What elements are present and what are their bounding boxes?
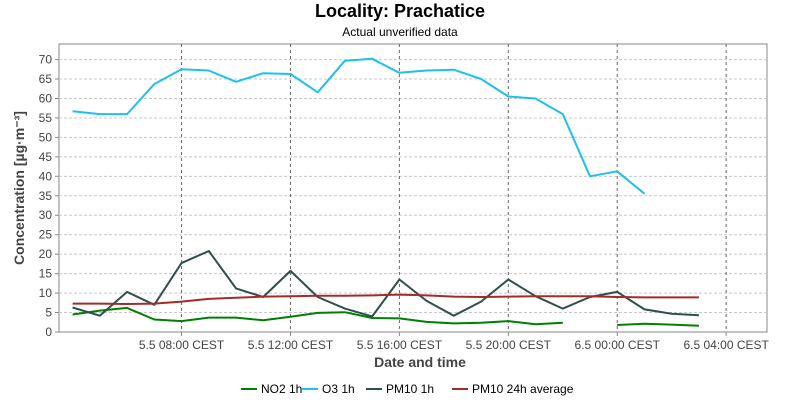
y-tick-label: 35 bbox=[39, 189, 53, 203]
legend-label: PM10 1h bbox=[386, 382, 434, 396]
chart-title: Locality: Prachatice bbox=[315, 1, 485, 21]
legend-item: PM10 1h bbox=[366, 382, 434, 396]
y-tick-label: 45 bbox=[39, 150, 53, 164]
y-tick-label: 50 bbox=[39, 130, 53, 144]
legend-item: PM10 24h average bbox=[452, 382, 574, 396]
plot-area bbox=[58, 43, 768, 333]
y-tick-label: 20 bbox=[39, 247, 53, 261]
x-axis-title: Date and time bbox=[374, 354, 466, 370]
series-o3-1h bbox=[72, 57, 646, 195]
y-tick-label: 60 bbox=[39, 91, 53, 105]
y-tick-label: 25 bbox=[39, 228, 53, 242]
y-tick-label: 0 bbox=[45, 325, 52, 339]
y-tick-label: 55 bbox=[39, 111, 53, 125]
y-tick-label: 10 bbox=[39, 286, 53, 300]
legend-item: NO2 1h bbox=[241, 382, 302, 396]
series-pm10-24h-average bbox=[72, 293, 699, 305]
axes: 0 5 10 15 20 25 30 35 40 45 50 55 60 65 70 5.5 08:00 CE… bbox=[39, 53, 770, 352]
legend-label: NO2 1h bbox=[261, 382, 302, 396]
x-tick-label: 5.5 08:00 CEST bbox=[139, 338, 225, 352]
y-tick-label: 15 bbox=[39, 267, 53, 281]
y-tick-label: 40 bbox=[39, 169, 53, 183]
series-line bbox=[72, 57, 646, 195]
x-tick-label: 6.5 04:00 CEST bbox=[683, 338, 769, 352]
x-tick-label: 5.5 12:00 CEST bbox=[248, 338, 334, 352]
grid bbox=[59, 44, 767, 332]
y-tick-label: 5 bbox=[45, 306, 52, 320]
legend: NO2 1h O3 1h PM10 1h PM10 24h average bbox=[241, 382, 574, 396]
series-line bbox=[72, 306, 699, 327]
x-tick-label: 6.5 00:00 CEST bbox=[575, 338, 661, 352]
y-tick-label: 65 bbox=[39, 72, 53, 86]
legend-label: O3 1h bbox=[322, 382, 355, 396]
x-tick-label: 5.5 16:00 CEST bbox=[357, 338, 443, 352]
chart-subtitle: Actual unverified data bbox=[342, 25, 458, 39]
legend-item: O3 1h bbox=[302, 382, 355, 396]
y-axis-title: Concentration [µg·m⁻³] bbox=[11, 111, 27, 265]
series-no2-1h bbox=[72, 306, 699, 327]
series-group bbox=[72, 57, 699, 327]
legend-label: PM10 24h average bbox=[472, 382, 574, 396]
x-tick-label: 5.5 20:00 CEST bbox=[466, 338, 552, 352]
y-tick-label: 70 bbox=[39, 53, 53, 67]
series-line bbox=[72, 293, 699, 305]
y-tick-label: 30 bbox=[39, 208, 53, 222]
